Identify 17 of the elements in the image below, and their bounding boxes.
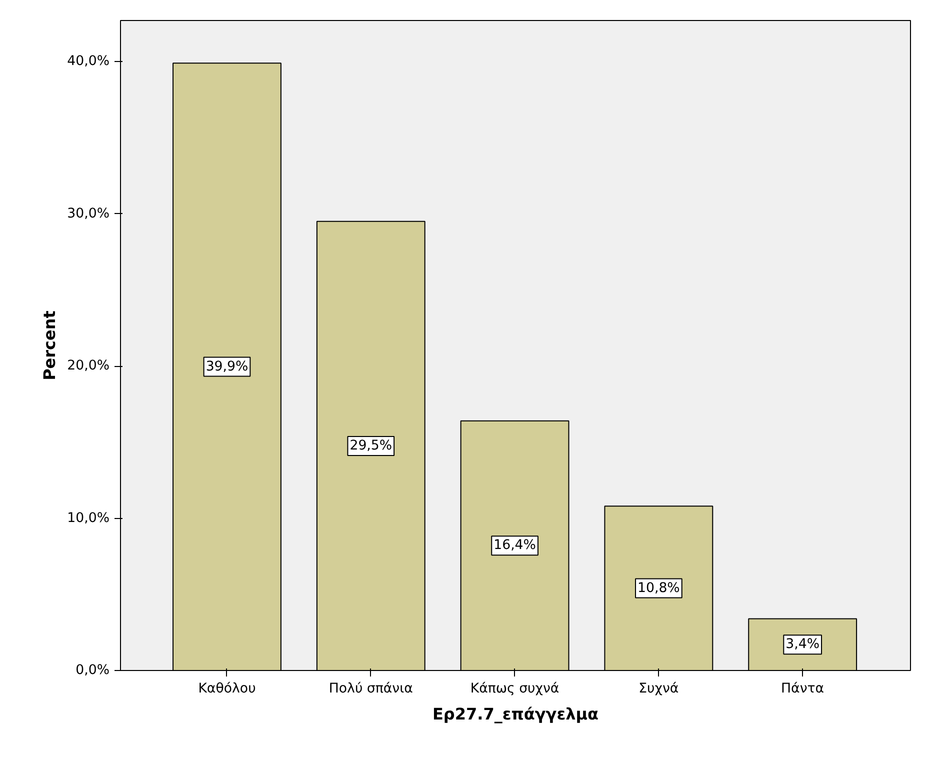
x-tick-label: Πολύ σπάνια bbox=[328, 682, 414, 696]
data-label: 39,9% bbox=[206, 359, 248, 374]
y-tick-label: 0,0% bbox=[76, 663, 110, 678]
data-label: 29,5% bbox=[350, 438, 392, 454]
y-tick-label: 40,0% bbox=[67, 54, 110, 70]
x-tick-label: Πάντα bbox=[781, 682, 824, 696]
data-label: 3,4% bbox=[786, 637, 820, 652]
y-axis-title: Percent bbox=[40, 310, 60, 380]
y-tick-label: 20,0% bbox=[67, 358, 110, 374]
y-tick-label: 30,0% bbox=[67, 206, 110, 222]
x-tick-label: Κάπως συχνά bbox=[470, 682, 560, 696]
x-axis-title: Ερ27.7_επάγγελμα bbox=[432, 704, 599, 724]
y-tick-label: 10,0% bbox=[67, 510, 110, 526]
data-label: 10,8% bbox=[638, 580, 680, 596]
x-tick-label: Καθόλου bbox=[198, 682, 256, 696]
x-tick-label: Συχνά bbox=[638, 682, 679, 696]
data-label: 16,4% bbox=[494, 538, 536, 554]
